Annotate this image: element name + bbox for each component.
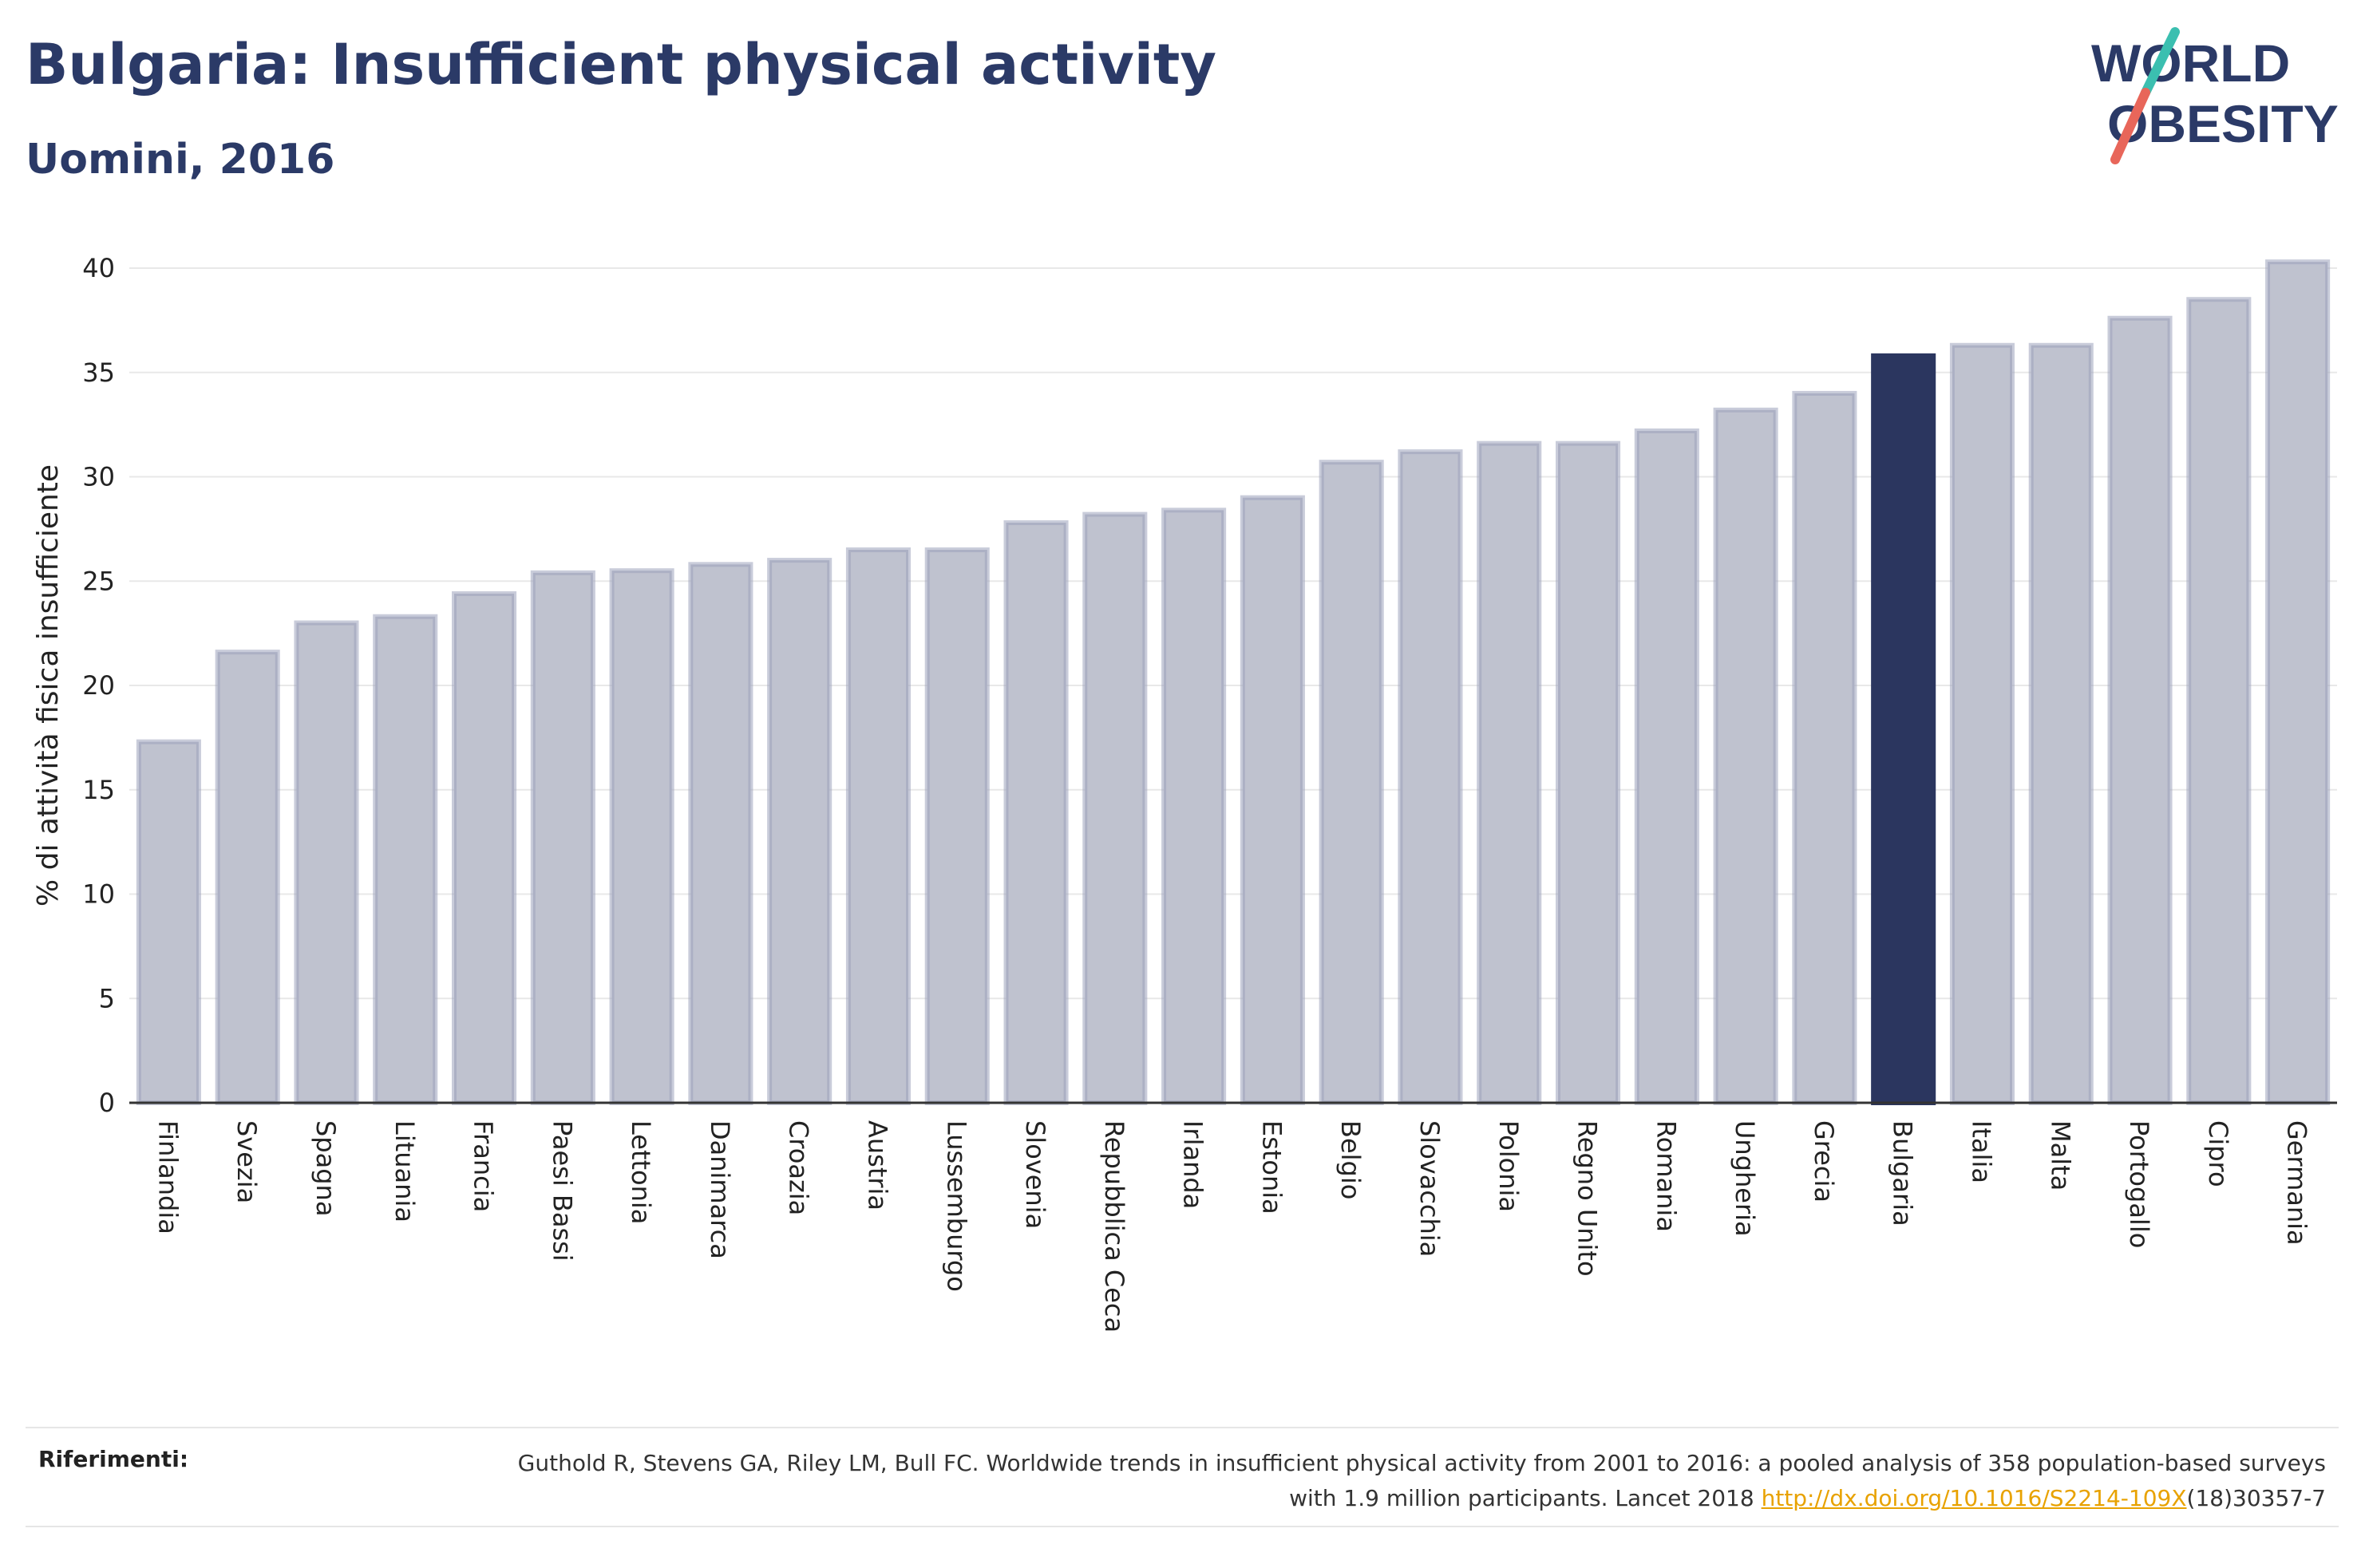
bar-spagna [294,620,359,1105]
x-tick-label: Paesi Bassi [547,1120,577,1262]
chart-title: Bulgaria: Insufficient physical activity [26,32,1216,97]
bar-finlandia [136,739,201,1105]
y-tick-label: 25 [82,566,115,596]
bar-romania [1634,428,1699,1105]
x-tick-label: Romania [1651,1120,1681,1232]
x-tick-label: Italia [1966,1120,1996,1183]
bar-regno-unito [1555,440,1621,1105]
x-tick-label: Svezia [231,1120,262,1203]
y-tick-label: 5 [99,983,115,1013]
bar-germania [2265,259,2331,1105]
bar-grecia [1792,390,1857,1105]
bar-lettonia [609,568,674,1105]
x-tick-label: Danimarca [705,1120,735,1259]
x-tick-label: Lettonia [626,1120,656,1224]
x-tick-label: Germania [2282,1120,2312,1246]
x-tick-label: Grecia [1809,1120,1839,1203]
x-tick-label: Ungheria [1730,1120,1760,1237]
bar-malta [2028,342,2094,1105]
bar-cipro [2186,297,2252,1106]
x-tick-label: Portogallo [2124,1120,2154,1248]
y-tick-label: 15 [82,775,115,805]
x-tick-label: Francia [469,1120,499,1212]
x-tick-label: Estonia [1256,1120,1287,1215]
x-tick-label: Irlanda [1178,1120,1208,1209]
bar-repubblica-ceca [1082,511,1148,1105]
bar-ungheria [1713,407,1778,1105]
x-tick-label: Finlandia [152,1120,183,1234]
x-tick-label: Austria [862,1120,892,1211]
references-citation: Guthold R, Stevens GA, Riley LM, Bull FC… [517,1450,2326,1511]
bars [136,259,2331,1106]
bar-croazia [767,558,832,1105]
y-tick-label: 35 [82,357,115,388]
bar-danimarca [688,562,753,1105]
x-tick-label: Polonia [1493,1120,1524,1212]
bar-bulgaria [1871,353,1936,1105]
bar-belgio [1319,460,1384,1105]
references-label: Riferimenti: [38,1446,189,1472]
y-axis-ticks: 0 5 10 15 20 25 30 35 40 [82,253,115,1118]
x-tick-label: Repubblica Ceca [1099,1120,1129,1333]
x-tick-label: Slovacchia [1414,1120,1445,1257]
svg-text:OBESITY: OBESITY [2107,94,2339,153]
x-tick-label: Croazia [784,1120,814,1215]
y-tick-label: 30 [82,462,115,492]
world-obesity-logo: WORLD OBESITY [2091,27,2339,164]
bar-svezia [215,650,280,1105]
bar-italia [1949,342,2015,1105]
x-tick-label: Spagna [310,1120,341,1216]
bar-estonia [1240,495,1305,1105]
references-bottom-rule [26,1526,2339,1527]
x-tick-label: Slovenia [1020,1120,1050,1229]
references-doi-link[interactable]: http://dx.doi.org/10.1016/S2214-109X [1761,1485,2187,1511]
bar-polonia [1477,440,1542,1105]
bar-francia [451,590,517,1105]
bar-austria [845,547,912,1105]
y-tick-label: 20 [82,670,115,701]
references-text: Guthold R, Stevens GA, Riley LM, Bull FC… [506,1446,2326,1516]
references-top-rule [26,1427,2339,1428]
y-tick-label: 40 [82,253,115,283]
bar-paesi-bassi [530,570,595,1105]
references-citation-end: (18)30357-7 [2186,1485,2326,1511]
bar-lituania [373,614,438,1105]
x-tick-label: Malta [2045,1120,2075,1191]
x-tick-label: Cipro [2203,1120,2233,1187]
chart-subtitle: Uomini, 2016 [26,136,335,184]
x-tick-label: Regno Unito [1572,1120,1603,1277]
svg-text:WORLD: WORLD [2091,34,2290,93]
x-tick-label: Belgio [1335,1120,1366,1199]
x-axis-ticks: Finlandia Svezia Spagna Lituania Francia Paes… [152,1120,2312,1333]
bar-irlanda [1161,508,1227,1105]
x-tick-label: Bulgaria [1888,1120,1918,1226]
bar-lussemburgo [924,547,990,1105]
y-axis-label: % di attività fisica insufficiente [32,464,65,906]
bar-slovacchia [1398,449,1463,1105]
bar-slovenia [1003,520,1069,1105]
bar-portogallo [2107,315,2173,1105]
x-tick-label: Lituania [390,1120,420,1222]
y-tick-label: 0 [99,1088,115,1118]
x-tick-label: Lussemburgo [941,1120,971,1292]
y-tick-label: 10 [82,879,115,910]
bar-chart: 0 5 10 15 20 25 30 35 40 Finlandia Svezia Spagna Li… [32,253,2337,1333]
